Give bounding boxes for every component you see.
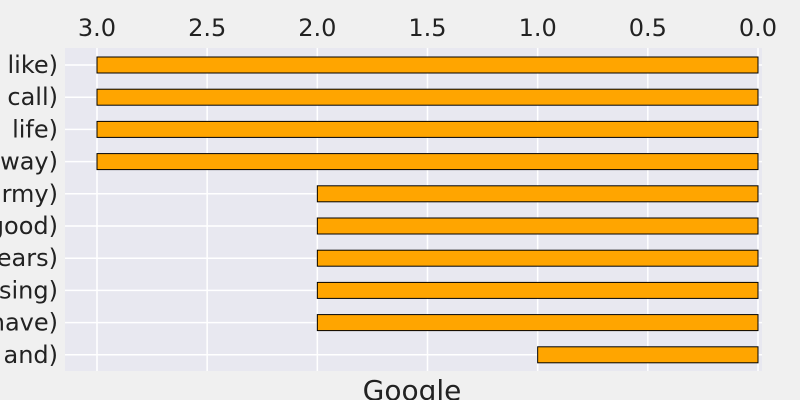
bar bbox=[96, 120, 759, 138]
x-tick-label: 2.0 bbox=[298, 14, 336, 42]
y-tick-label: life) bbox=[12, 115, 58, 143]
bar bbox=[96, 56, 759, 74]
y-tick-label: good) bbox=[0, 212, 58, 240]
x-tick-label: 1.5 bbox=[408, 14, 446, 42]
x-tick-label: 0.5 bbox=[629, 14, 667, 42]
x-tick-label: 0.0 bbox=[739, 14, 777, 42]
y-tick-label: and) bbox=[3, 341, 58, 369]
x-axis-label: Google bbox=[363, 374, 462, 400]
y-tick-label: have) bbox=[0, 309, 58, 337]
y-tick-labels: like) call) life) way) army) good) years) using… bbox=[0, 51, 58, 369]
y-tick-label: call) bbox=[7, 83, 58, 111]
y-tick-label: years) bbox=[0, 244, 58, 272]
y-tick-label: using) bbox=[0, 276, 58, 304]
bar bbox=[316, 185, 759, 203]
x-tick-label: 3.0 bbox=[78, 14, 116, 42]
bar bbox=[316, 281, 759, 299]
y-tick-label: way) bbox=[0, 148, 58, 176]
x-tick-label: 1.0 bbox=[519, 14, 557, 42]
bar bbox=[96, 153, 759, 171]
y-tick-label: like) bbox=[7, 51, 58, 79]
bar bbox=[316, 217, 759, 235]
x-tick-labels: 3.0 2.5 2.0 1.5 1.0 0.5 0.0 bbox=[78, 14, 777, 42]
bar bbox=[96, 88, 759, 106]
x-tick-label: 2.5 bbox=[188, 14, 226, 42]
y-tick-label: army) bbox=[0, 180, 58, 208]
bar bbox=[537, 346, 759, 364]
bar bbox=[316, 249, 759, 267]
bar bbox=[316, 314, 759, 332]
bars-group bbox=[96, 56, 759, 364]
